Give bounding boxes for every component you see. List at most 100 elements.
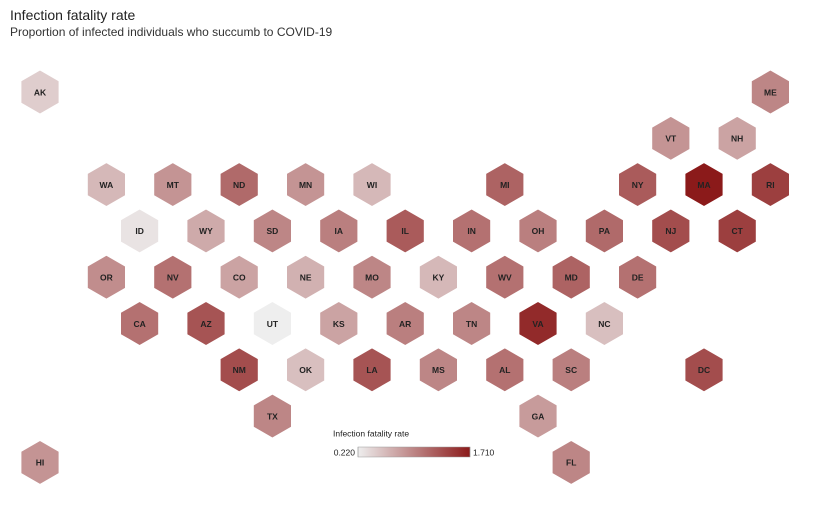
hex-label: NJ [665, 226, 676, 236]
hex-label: IL [401, 226, 409, 236]
hex [219, 254, 259, 300]
hex [252, 300, 292, 347]
hex-label: MA [697, 180, 710, 190]
hex [120, 300, 160, 347]
hex-label: NV [167, 272, 179, 282]
hex [452, 208, 492, 254]
hex [20, 439, 60, 485]
hex-label: MD [565, 272, 578, 282]
hex [385, 208, 425, 254]
hex-label: OR [100, 272, 113, 282]
hex [618, 254, 658, 300]
hex [120, 208, 160, 254]
hex-label: ID [135, 226, 144, 236]
hex-label: CA [133, 319, 145, 329]
hex [518, 208, 558, 254]
hex [551, 254, 591, 300]
hex [717, 208, 757, 254]
hex [618, 162, 658, 208]
hex-label: OH [532, 226, 545, 236]
hex-label: OK [299, 365, 313, 375]
hex [352, 347, 392, 393]
hex [385, 300, 425, 347]
chart-title: Infection fatality rate [10, 7, 136, 23]
hex [684, 347, 724, 393]
hex [86, 254, 126, 300]
hex-label: WY [199, 226, 213, 236]
hex-label: TX [267, 411, 278, 421]
hex-label: SC [565, 365, 577, 375]
hex-label: RI [766, 180, 775, 190]
hex-label: SD [266, 226, 278, 236]
hex [418, 347, 458, 393]
hex [551, 439, 591, 485]
chart-subtitle: Proportion of infected individuals who s… [10, 25, 332, 39]
hex-label: KY [432, 272, 444, 282]
hex-label: MI [500, 180, 509, 190]
hex [485, 347, 525, 393]
hex [551, 347, 591, 393]
hex [485, 254, 525, 300]
hex-label: VA [532, 319, 543, 329]
hex-label: AZ [200, 319, 211, 329]
hex [219, 162, 259, 208]
hex [452, 300, 492, 347]
hex [286, 254, 326, 300]
hex [584, 300, 624, 347]
hex-label: UT [267, 319, 279, 329]
hex [518, 300, 558, 347]
hex-label: MO [365, 272, 379, 282]
hex-label: ME [764, 87, 777, 97]
colorbar-tick-label: 0.220 [334, 447, 356, 457]
hex [352, 162, 392, 208]
hex-label: CT [732, 226, 744, 236]
hex-label: IN [467, 226, 476, 236]
hex-label: MS [432, 365, 445, 375]
hex-label: PA [599, 226, 610, 236]
hex [286, 162, 326, 208]
hex-label: GA [532, 411, 545, 421]
hex-label: WI [367, 180, 377, 190]
hex [684, 162, 724, 208]
hex [418, 254, 458, 300]
hex [651, 208, 691, 254]
hex-label: AR [399, 319, 411, 329]
hex [584, 208, 624, 254]
hex-label: MN [299, 180, 312, 190]
hex-label: HI [36, 458, 45, 468]
hex-label: ND [233, 180, 245, 190]
hex-label: MT [167, 180, 180, 190]
hex-label: NC [598, 319, 610, 329]
hex-label: FL [566, 458, 576, 468]
hex-label: LA [366, 365, 377, 375]
hex-label: IA [335, 226, 344, 236]
hex-label: AL [499, 365, 510, 375]
hex-label: CO [233, 272, 246, 282]
hex-label: AK [34, 87, 47, 97]
hex [153, 254, 193, 300]
hex-label: DC [698, 365, 710, 375]
hex [252, 393, 292, 439]
hex [352, 254, 392, 300]
hex-label: NM [233, 365, 246, 375]
hex [651, 115, 691, 161]
hex [518, 393, 558, 439]
hex-label: VT [665, 134, 677, 144]
hex [252, 208, 292, 254]
colorbar [357, 446, 471, 458]
hex-label: NY [632, 180, 644, 190]
hex-label: KS [333, 319, 345, 329]
hex [750, 162, 790, 208]
hex-label: DE [632, 272, 644, 282]
hex-label: WV [498, 272, 512, 282]
hex [219, 347, 259, 393]
hex [717, 115, 757, 161]
hex [186, 300, 226, 347]
hex [485, 162, 525, 208]
hex [186, 208, 226, 254]
hex-label: TN [466, 319, 477, 329]
hex [750, 69, 790, 115]
hex [319, 300, 359, 347]
